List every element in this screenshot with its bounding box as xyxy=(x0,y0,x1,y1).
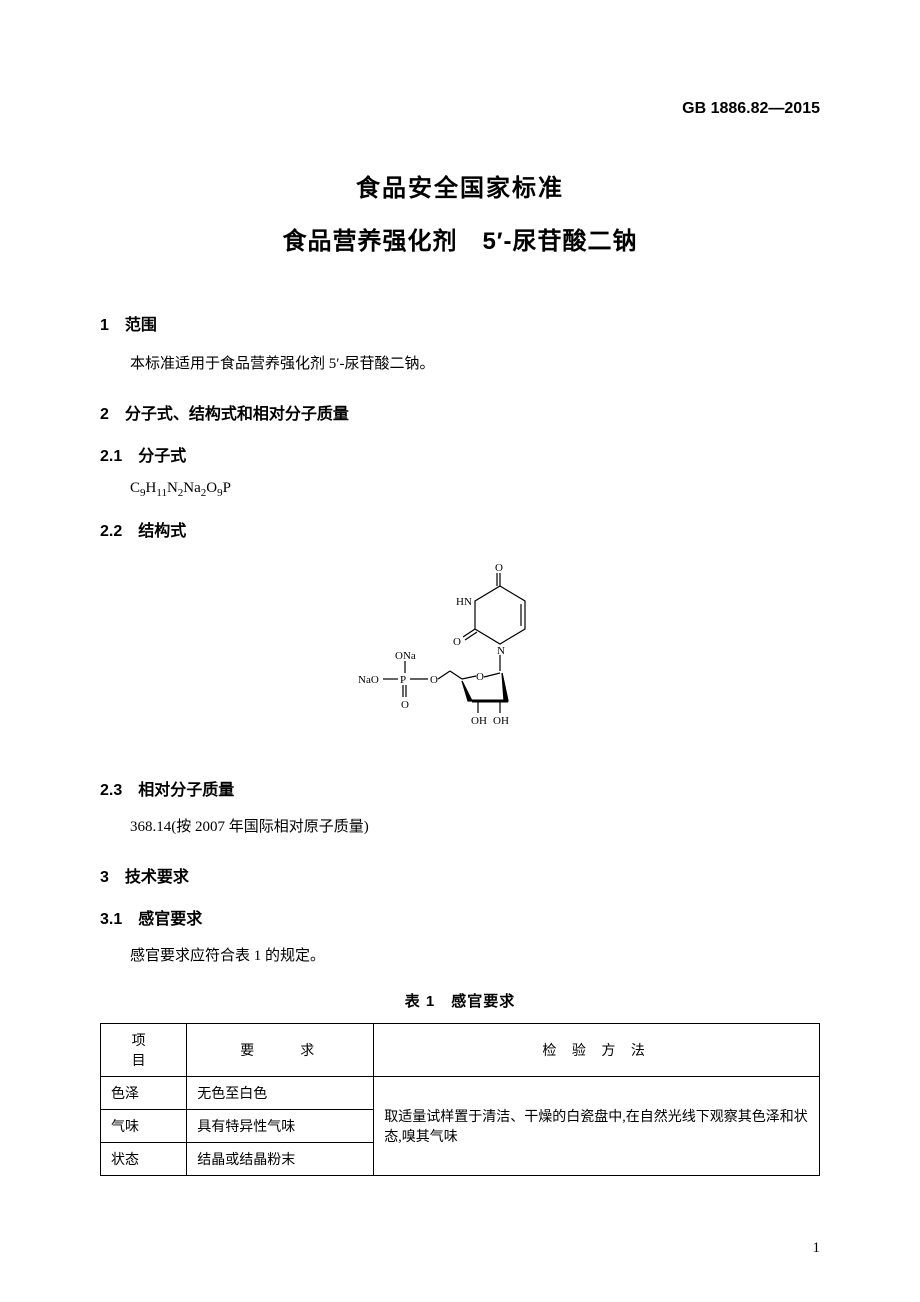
label-N: N xyxy=(497,645,505,657)
structure-diagram: O HN O N xyxy=(100,561,820,751)
structure-svg: O HN O N xyxy=(350,561,570,751)
section-1-heading: 1 范围 xyxy=(100,311,820,335)
label-OH1: OH xyxy=(471,715,487,727)
section-3-heading: 3 技术要求 xyxy=(100,863,820,887)
section-2-2-heading: 2.2 结构式 xyxy=(100,517,820,541)
col-method-header: 检 验 方 法 xyxy=(374,1024,820,1077)
label-O-dbl: O xyxy=(401,699,409,711)
standard-code: GB 1886.82—2015 xyxy=(100,100,820,118)
section-2-heading: 2 分子式、结构式和相对分子质量 xyxy=(100,400,820,424)
cell-method-merged: 取适量试样置于清洁、干燥的白瓷盘中,在自然光线下观察其色泽和状态,嗅其气味 xyxy=(374,1077,820,1176)
section-2-3-body: 368.14(按 2007 年国际相对原子质量) xyxy=(100,814,820,841)
cell-item-2: 状态 xyxy=(101,1143,187,1176)
label-O-ring: O xyxy=(476,671,484,683)
table-row: 色泽 无色至白色 取适量试样置于清洁、干燥的白瓷盘中,在自然光线下观察其色泽和状… xyxy=(101,1077,820,1110)
label-NaO: NaO xyxy=(358,674,379,686)
label-HN: HN xyxy=(456,596,472,608)
section-1-body: 本标准适用于食品营养强化剂 5′-尿苷酸二钠。 xyxy=(100,351,820,378)
formula-P: P xyxy=(223,480,231,496)
formula-O: O xyxy=(206,480,217,496)
title-main: 食品安全国家标准 xyxy=(100,168,820,203)
label-OH2: OH xyxy=(493,715,509,727)
cell-req-2: 结晶或结晶粉末 xyxy=(187,1143,374,1176)
molecular-formula: C9H11N2Na2O9P xyxy=(130,480,820,499)
col-req-header: 要 求 xyxy=(187,1024,374,1077)
section-3-1-body: 感官要求应符合表 1 的规定。 xyxy=(100,943,820,970)
page: GB 1886.82—2015 食品安全国家标准 食品营养强化剂 5′-尿苷酸二… xyxy=(0,0,920,1302)
label-O-left: O xyxy=(453,636,461,648)
section-2-3-heading: 2.3 相对分子质量 xyxy=(100,776,820,800)
cell-item-1: 气味 xyxy=(101,1110,187,1143)
formula-Na: Na xyxy=(183,480,201,496)
label-P: P xyxy=(400,674,406,686)
page-number: 1 xyxy=(813,1240,821,1257)
label-O-link: O xyxy=(430,674,438,686)
col-item-header: 项 目 xyxy=(101,1024,187,1077)
cell-req-0: 无色至白色 xyxy=(187,1077,374,1110)
section-3-1-heading: 3.1 感官要求 xyxy=(100,905,820,929)
cell-item-0: 色泽 xyxy=(101,1077,187,1110)
cell-req-1: 具有特异性气味 xyxy=(187,1110,374,1143)
table-1-caption: 表 1 感官要求 xyxy=(100,990,820,1011)
table-header-row: 项 目 要 求 检 验 方 法 xyxy=(101,1024,820,1077)
formula-C: C xyxy=(130,480,140,496)
section-2-1-heading: 2.1 分子式 xyxy=(100,442,820,466)
title-sub: 食品营养强化剂 5′-尿苷酸二钠 xyxy=(100,221,820,256)
label-ONa: ONa xyxy=(395,650,416,662)
formula-H: H xyxy=(146,480,157,496)
formula-N: N xyxy=(167,480,178,496)
formula-Hn: 11 xyxy=(156,487,167,499)
sensory-table: 项 目 要 求 检 验 方 法 色泽 无色至白色 取适量试样置于清洁、干燥的白瓷… xyxy=(100,1023,820,1176)
label-O-top: O xyxy=(495,562,503,574)
